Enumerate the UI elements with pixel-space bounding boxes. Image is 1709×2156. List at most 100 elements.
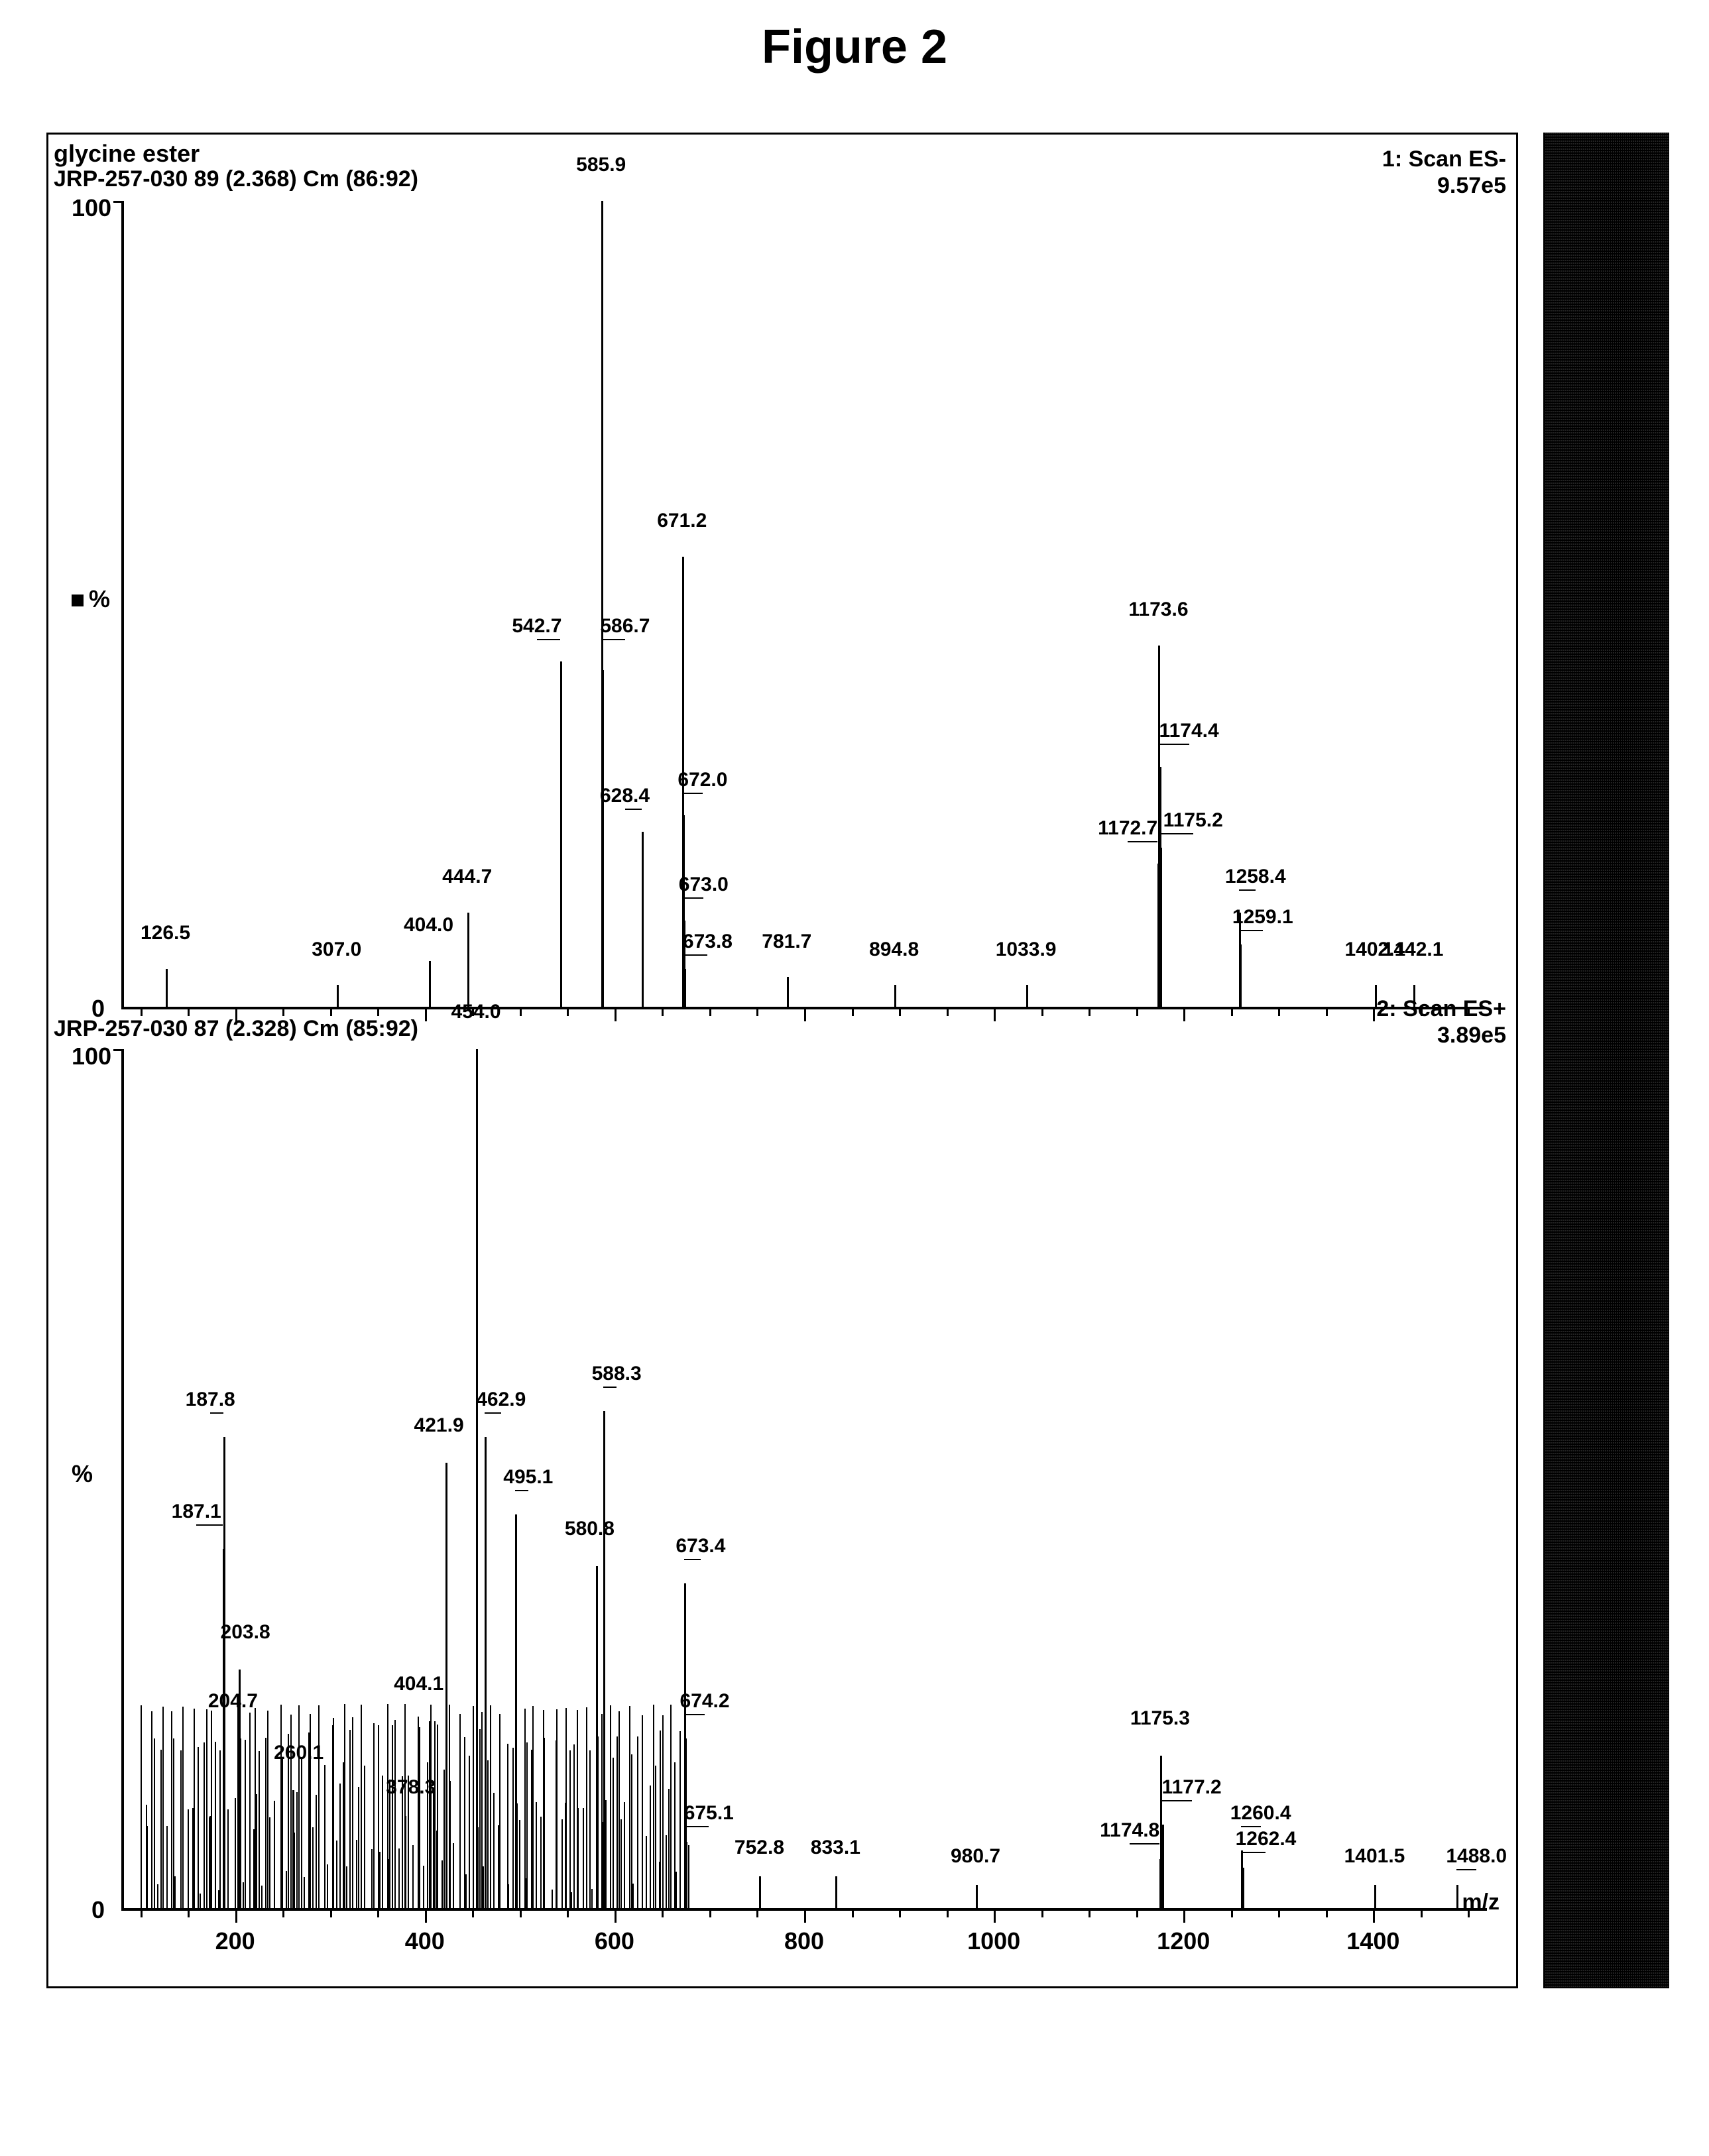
noise-peak [519,1820,520,1911]
ms-peak [787,977,789,1009]
peak-label: 1175.2 [1163,809,1223,832]
peak-label: 421.9 [414,1414,464,1437]
noise-peak [373,1723,375,1911]
peak-label: 542.7 [512,615,561,638]
noise-peak [151,1711,152,1911]
noise-peak [398,1848,400,1911]
peak-label: 752.8 [735,1837,784,1859]
noise-peak [318,1705,320,1911]
noise-peak [459,1714,461,1911]
noise-peak [453,1843,454,1911]
ms-peak [894,985,896,1009]
ms-peak [685,1842,687,1911]
ms-peak [1374,1885,1376,1911]
noise-peak [449,1781,451,1911]
noise-peak [294,1833,295,1911]
noise-peak [200,1894,201,1911]
page: Figure 2 glycine ester JRP-257-030 89 (2… [0,0,1709,2156]
noise-peak [493,1793,495,1911]
noise-peak [526,1878,527,1911]
noise-peak [650,1786,651,1911]
pct-text: % [89,585,110,612]
peak-label: 580.8 [565,1518,615,1540]
peak-label: 588.3 [592,1363,642,1385]
ms-peak [602,670,604,1009]
noise-peak [512,1748,514,1911]
noise-peak [157,1884,158,1911]
noise-peak [679,1731,681,1911]
noise-peak [141,1705,142,1911]
noise-peak [382,1776,383,1911]
peak-label: 1174.8 [1100,1819,1159,1842]
noise-peak [655,1766,656,1911]
panel-top-scan-label: 1: Scan ES- [1382,146,1506,172]
noise-peak [573,1744,575,1911]
panel-bottom-y100: 100 [72,1043,111,1070]
noise-peak [487,1760,489,1911]
x-axis: 200400600800100012001400 [121,1911,1487,1951]
peak-label: 187.1 [172,1501,221,1523]
noise-peak [532,1706,534,1911]
noise-peak [540,1817,542,1911]
x-tick-label: 800 [784,1927,824,1955]
ms-peak [337,985,339,1009]
ms-peak [1026,985,1028,1009]
peak-label: 126.5 [141,922,190,944]
noise-peak [194,1709,195,1911]
peak-label: 672.0 [678,769,727,791]
noise-peak [653,1705,654,1911]
ms-peak [596,1566,598,1911]
noise-peak [483,1866,484,1911]
noise-peak [469,1756,470,1911]
ms-peak [485,1437,487,1911]
scan-artifact-band [1543,133,1669,1988]
noise-peak [154,1738,155,1911]
noise-peak [301,1757,302,1911]
peak-label: 675.1 [684,1802,734,1825]
peak-label: 1173.6 [1128,598,1188,621]
peak-label: 1260.4 [1230,1802,1291,1825]
noise-peak [316,1795,317,1911]
peak-label: 404.0 [404,914,453,936]
noise-peak [620,1819,622,1911]
peak-label: 673.4 [676,1535,725,1558]
noise-peak [286,1871,287,1911]
ms-peak [1456,1885,1458,1911]
x-tick-label: 1400 [1346,1927,1399,1955]
noise-peak [688,1845,689,1911]
noise-peak [261,1886,263,1911]
noise-peak [256,1794,257,1911]
noise-peak [668,1789,670,1911]
peak-label: 585.9 [576,154,626,176]
noise-peak [589,1750,591,1911]
peak-label: 1175.3 [1130,1707,1190,1730]
panel-bottom-intensity: 3.89e5 [1437,1023,1506,1049]
peak-label: 203.8 [221,1621,270,1644]
panel-top-axis [121,201,1487,1009]
noise-peak [662,1715,664,1911]
noise-peak [336,1841,337,1911]
noise-peak [583,1808,584,1911]
peak-label: 628.4 [600,785,650,807]
noise-peak [499,1714,501,1911]
peak-label: 204.7 [208,1690,258,1713]
noise-peak [552,1890,553,1911]
noise-peak [577,1808,579,1911]
noise-peak [637,1736,638,1911]
noise-peak [227,1809,229,1911]
noise-peak [343,1762,344,1911]
noise-peak [180,1750,182,1911]
noise-peak [274,1801,275,1911]
x-axis-label: m/z [1462,1890,1500,1915]
noise-peak [473,1706,474,1911]
ms-peak [835,1876,837,1911]
peak-label: 1442.1 [1383,938,1444,961]
noise-peak [339,1784,341,1911]
ms-peak [239,1738,241,1911]
noise-peak [298,1705,300,1911]
noise-peak [249,1713,251,1911]
noise-peak [243,1882,244,1911]
noise-peak [591,1889,593,1911]
panel-top-y100: 100 [72,194,111,222]
peak-label: 1174.4 [1159,720,1219,742]
